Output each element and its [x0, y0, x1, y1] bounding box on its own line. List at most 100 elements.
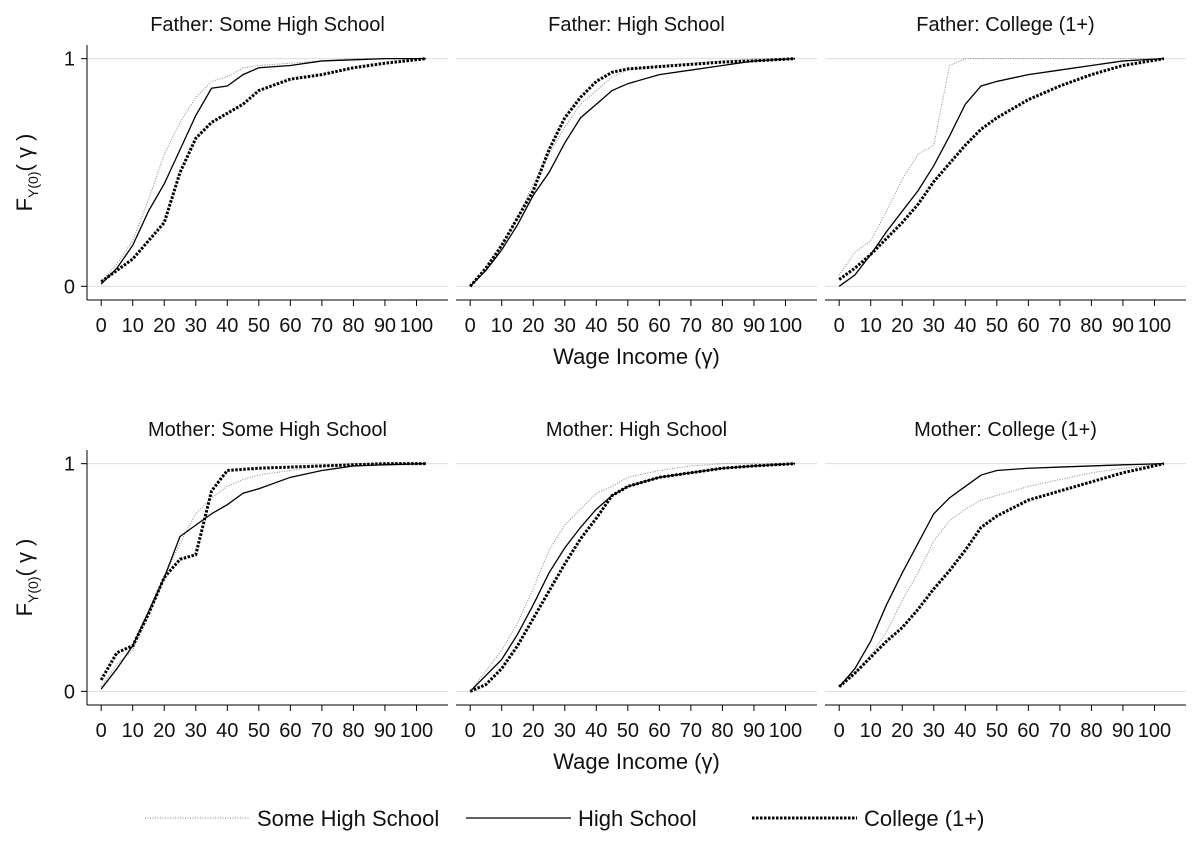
- x-tick-label: 10: [491, 315, 513, 337]
- series-line: [100, 58, 426, 283]
- panel-title: Mother: Some High School: [148, 419, 387, 441]
- y-tick-label: 1: [64, 454, 75, 476]
- x-tick-label: 60: [279, 315, 301, 337]
- x-tick-label: 0: [834, 315, 845, 337]
- x-tick-label: 10: [860, 315, 882, 337]
- x-tick-label: 100: [400, 315, 433, 337]
- x-tick-label: 60: [648, 720, 670, 742]
- y-tick-label: 0: [64, 681, 75, 703]
- x-tick-label: 70: [1049, 315, 1071, 337]
- y-tick-label: 0: [64, 276, 75, 298]
- legend-label: College (1+): [864, 806, 984, 831]
- x-tick-label: 100: [1138, 720, 1171, 742]
- x-axis-label: Wage Income (γ): [553, 344, 720, 369]
- x-tick-label: 70: [1049, 720, 1071, 742]
- y-label-subscript: Y(0): [25, 171, 41, 197]
- y-axis-label: FY(0)( γ ): [12, 134, 41, 212]
- x-axis-label: Wage Income (γ): [553, 749, 720, 774]
- x-tick-label: 30: [554, 720, 576, 742]
- x-tick-label: 50: [617, 315, 639, 337]
- series-line: [469, 57, 796, 288]
- x-tick-label: 100: [769, 315, 802, 337]
- x-tick-label: 90: [374, 315, 396, 337]
- series-line: [469, 462, 796, 693]
- y-label-main: F: [12, 603, 37, 616]
- x-tick-label: 90: [1112, 315, 1134, 337]
- x-tick-label: 80: [342, 315, 364, 337]
- x-tick-label: 40: [954, 315, 976, 337]
- x-tick-label: 90: [374, 720, 396, 742]
- y-label-subscript: Y(0): [25, 576, 41, 602]
- x-tick-label: 30: [923, 315, 945, 337]
- x-tick-label: 70: [680, 720, 702, 742]
- panel-title: Father: High School: [548, 14, 725, 36]
- panel-title: Mother: High School: [546, 419, 727, 441]
- x-tick-label: 80: [1080, 315, 1102, 337]
- x-tick-label: 40: [216, 315, 238, 337]
- x-tick-label: 0: [96, 315, 107, 337]
- y-tick-label: 1: [64, 49, 75, 71]
- x-tick-label: 50: [248, 315, 270, 337]
- panel-title: Mother: College (1+): [914, 419, 1097, 441]
- x-tick-label: 90: [743, 315, 765, 337]
- x-tick-label: 40: [585, 315, 607, 337]
- series-line: [469, 463, 795, 692]
- x-tick-label: 90: [743, 720, 765, 742]
- x-tick-label: 90: [1112, 720, 1134, 742]
- y-label-suffix: ( γ ): [12, 539, 37, 577]
- series-line: [100, 58, 426, 285]
- series-line: [469, 58, 795, 287]
- panel-title: Father: Some High School: [150, 14, 385, 36]
- x-tick-label: 20: [522, 720, 544, 742]
- series-line: [469, 58, 795, 287]
- x-tick-label: 10: [122, 720, 144, 742]
- series-line: [99, 462, 426, 681]
- x-tick-label: 60: [1017, 315, 1039, 337]
- x-tick-label: 40: [216, 720, 238, 742]
- series-line: [100, 463, 426, 688]
- x-tick-label: 0: [465, 315, 476, 337]
- x-tick-label: 70: [680, 315, 702, 337]
- x-tick-label: 10: [860, 720, 882, 742]
- series-line: [838, 57, 1165, 281]
- y-label-main: F: [12, 198, 37, 211]
- x-tick-label: 20: [153, 720, 175, 742]
- x-tick-label: 50: [617, 720, 639, 742]
- x-tick-label: 0: [834, 720, 845, 742]
- x-tick-label: 100: [1138, 315, 1171, 337]
- legend-label: High School: [578, 806, 697, 831]
- x-tick-label: 20: [522, 315, 544, 337]
- legend-label: Some High School: [257, 806, 439, 831]
- x-tick-label: 60: [1017, 720, 1039, 742]
- series-line: [838, 462, 1165, 688]
- x-tick-label: 80: [711, 720, 733, 742]
- series-line: [838, 58, 1164, 287]
- x-tick-label: 40: [954, 720, 976, 742]
- series-line: [100, 463, 426, 690]
- x-tick-label: 50: [248, 720, 270, 742]
- x-tick-label: 30: [554, 315, 576, 337]
- x-tick-label: 60: [648, 315, 670, 337]
- y-axis-label: FY(0)( γ ): [12, 539, 41, 617]
- x-tick-label: 0: [96, 720, 107, 742]
- x-tick-label: 40: [585, 720, 607, 742]
- x-tick-label: 100: [400, 720, 433, 742]
- x-tick-label: 30: [185, 720, 207, 742]
- x-tick-label: 10: [122, 315, 144, 337]
- series-line: [469, 463, 795, 692]
- x-tick-label: 50: [986, 720, 1008, 742]
- x-tick-label: 50: [986, 315, 1008, 337]
- x-tick-label: 10: [491, 720, 513, 742]
- x-tick-label: 70: [311, 720, 333, 742]
- panel-title: Father: College (1+): [916, 14, 1094, 36]
- series-line: [838, 463, 1164, 688]
- x-tick-label: 30: [185, 315, 207, 337]
- series-line: [838, 58, 1164, 276]
- x-tick-label: 60: [279, 720, 301, 742]
- x-tick-label: 20: [891, 315, 913, 337]
- series-line: [100, 57, 427, 284]
- x-tick-label: 80: [342, 720, 364, 742]
- x-tick-label: 30: [923, 720, 945, 742]
- x-tick-label: 80: [711, 315, 733, 337]
